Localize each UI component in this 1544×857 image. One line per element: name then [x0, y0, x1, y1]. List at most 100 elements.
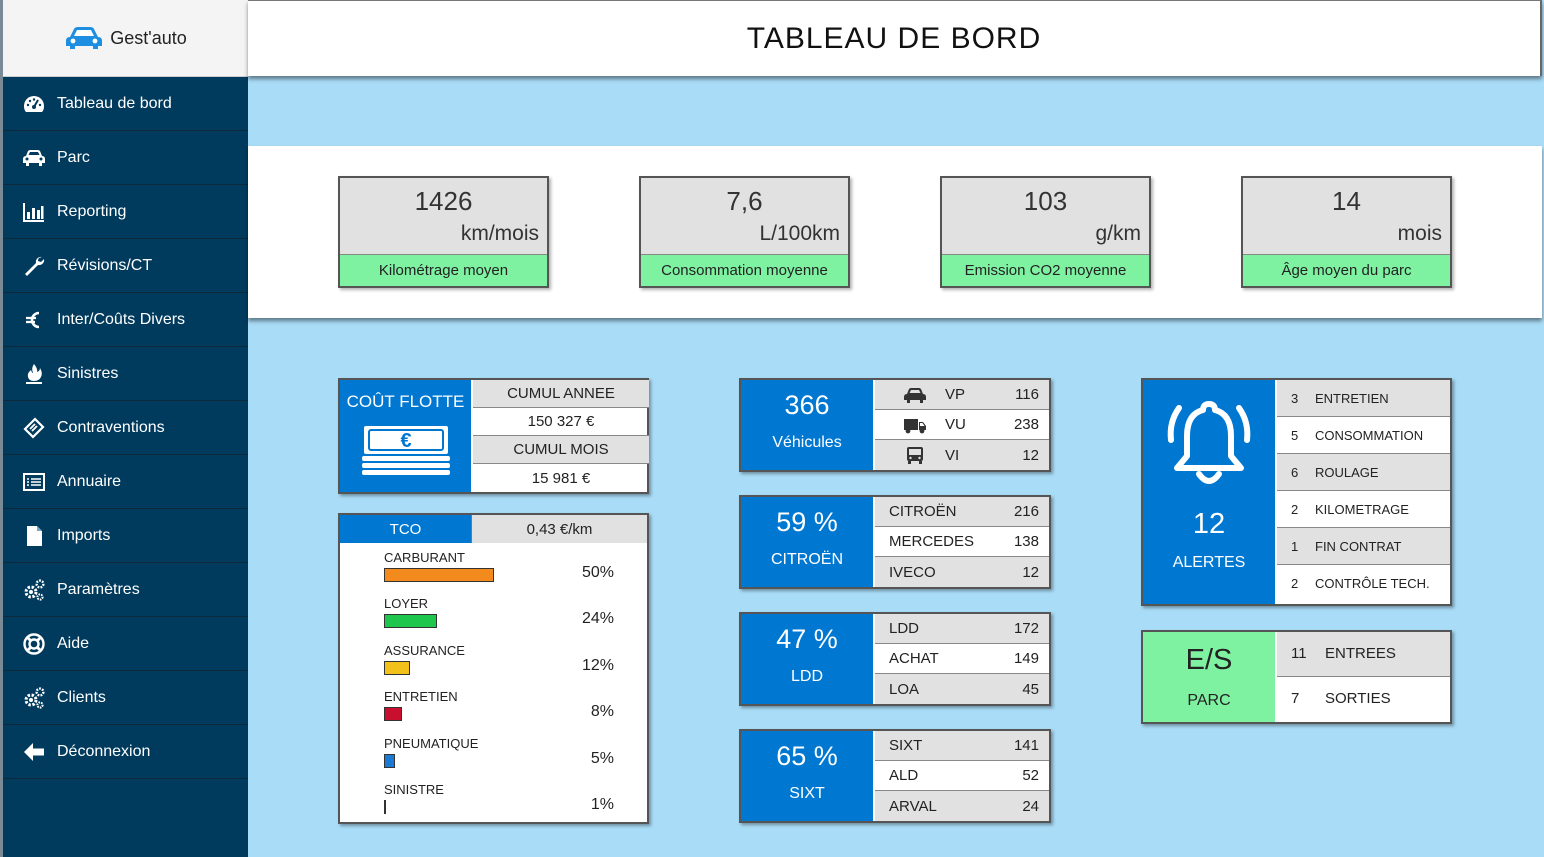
alert-row[interactable]: 3 ENTRETIEN	[1277, 380, 1450, 417]
sidebar-item-aide[interactable]: Aide	[3, 617, 248, 671]
brand-name: MERCEDES	[889, 533, 975, 550]
tco-card: TCO 0,43 €/km CARBURANT 50% LOYER 24% AS…	[338, 513, 649, 824]
list-icon	[21, 469, 47, 495]
brand-logo[interactable]: Gest'auto	[3, 0, 248, 77]
entries-exits-card: E/S PARC 11 ENTREES 7 SORTIES	[1141, 630, 1452, 724]
alert-row[interactable]: 5 CONSOMMATION	[1277, 417, 1450, 454]
wrench-icon	[21, 253, 47, 279]
brands-card: 59 % CITROËN CITROËN 216 MERCEDES 138 IV…	[739, 495, 1051, 589]
alert-name: ROULAGE	[1315, 465, 1379, 480]
brand-count: 216	[1013, 503, 1039, 520]
kpi-label: Âge moyen du parc	[1243, 254, 1450, 286]
sidebar-item-inter-couts-divers[interactable]: Inter/Coûts Divers	[3, 293, 248, 347]
brand-name: Gest'auto	[110, 27, 187, 48]
es-label: PARC	[1187, 692, 1231, 709]
kpi-label: Emission CO2 moyenne	[942, 254, 1149, 286]
vehicle-count: 12	[1022, 446, 1039, 464]
gears-icon	[21, 685, 47, 711]
svg-text:€: €	[400, 430, 411, 452]
dashboard-gauge-icon	[21, 91, 47, 117]
sidebar-item-label: Annuaire	[57, 472, 122, 490]
table-row: CITROËN 216	[875, 497, 1049, 527]
tco-item: LOYER 24%	[384, 596, 614, 640]
fleet-cost-card: COÛT FLOTTE € CUMUL ANNEE 150 327 € CUMU…	[338, 378, 649, 494]
contracts-card: 47 % LDD LDD 172 ACHAT 149 LOA 45	[739, 612, 1051, 706]
cost-year-label: CUMUL ANNEE	[473, 380, 649, 408]
sidebar-item-label: Déconnexion	[57, 742, 151, 760]
sidebar-item-revisions-ct[interactable]: Révisions/CT	[3, 239, 248, 293]
sidebar-item-reporting[interactable]: Reporting	[3, 185, 248, 239]
tco-item-pct: 1%	[590, 796, 614, 813]
sidebar-item-parametres[interactable]: Paramètres	[3, 563, 248, 617]
brand-name: CITROËN	[889, 503, 957, 520]
alert-count: 2	[1291, 576, 1299, 591]
contract-count: 149	[1013, 650, 1039, 667]
table-row: IVECO 12	[875, 557, 1049, 587]
contracts-label: LDD	[790, 668, 823, 685]
tco-item: SINISTRE 1%	[384, 782, 614, 826]
alert-count: 2	[1291, 502, 1299, 517]
alert-row[interactable]: 2 KILOMETRAGE	[1277, 491, 1450, 528]
sidebar-item-imports[interactable]: Imports	[3, 509, 248, 563]
es-count: 7	[1291, 690, 1300, 707]
lessors-card: 65 % SIXT SIXT 141 ALD 52 ARVAL 24	[739, 729, 1051, 823]
sidebar-item-sinistres[interactable]: Sinistres	[3, 347, 248, 401]
sidebar-item-parc[interactable]: Parc	[3, 131, 248, 185]
es-row[interactable]: 7 SORTIES	[1277, 677, 1450, 722]
kpi-unit: g/km	[1095, 222, 1141, 245]
brand-name: IVECO	[889, 563, 936, 581]
tco-item-name: PNEUMATIQUE	[384, 736, 479, 751]
bell-icon	[1167, 401, 1251, 484]
alert-row[interactable]: 2 CONTRÔLE TECH.	[1277, 565, 1450, 602]
lessor-name: SIXT	[889, 737, 923, 754]
fleet-cost-title: COÛT FLOTTE	[346, 392, 465, 411]
bus-icon	[907, 447, 923, 464]
euro-icon	[21, 307, 47, 333]
alert-name: ENTRETIEN	[1315, 391, 1389, 406]
kpi-unit: mois	[1397, 222, 1442, 245]
alert-row[interactable]: 1 FIN CONTRAT	[1277, 528, 1450, 565]
alerts-label: ALERTES	[1172, 554, 1246, 571]
vehicle-type: VP	[945, 386, 966, 403]
vehicles-label: Véhicules	[772, 434, 842, 451]
sidebar-item-label: Révisions/CT	[57, 256, 153, 274]
sidebar-item-contraventions[interactable]: Contraventions	[3, 401, 248, 455]
es-count: 11	[1291, 645, 1307, 662]
es-summary: E/S PARC	[1143, 632, 1275, 722]
tco-item-bar	[384, 568, 494, 582]
tco-item-bar	[384, 754, 395, 768]
vehicle-type: VU	[945, 416, 966, 433]
cost-month-value: 15 981 €	[531, 469, 591, 487]
brand-count: 138	[1013, 533, 1039, 550]
kpi-card-age-parc: 14 mois Âge moyen du parc	[1241, 176, 1452, 288]
van-icon	[904, 418, 926, 433]
kpi-label: Consommation moyenne	[641, 254, 848, 286]
kpi-band: 1426 km/mois Kilométrage moyen 7,6 L/100…	[248, 146, 1542, 318]
sidebar-item-deconnexion[interactable]: Déconnexion	[3, 725, 248, 779]
tco-item: ENTRETIEN 8%	[384, 689, 614, 733]
lessor-count: 52	[1022, 767, 1039, 784]
brands-label: CITROËN	[771, 551, 843, 568]
alerts-card: 12 ALERTES 3 ENTRETIEN 5 CONSOMMATION 6 …	[1141, 378, 1452, 606]
fire-icon	[21, 361, 47, 387]
tco-item-pct: 12%	[581, 657, 614, 674]
table-row: LDD 172	[875, 614, 1049, 644]
sidebar-item-clients[interactable]: Clients	[3, 671, 248, 725]
tco-item-name: ASSURANCE	[384, 643, 465, 658]
es-row[interactable]: 11 ENTREES	[1277, 632, 1450, 677]
vehicle-type: VI	[945, 446, 960, 464]
alert-row[interactable]: 6 ROULAGE	[1277, 454, 1450, 491]
lessors-label: SIXT	[789, 785, 825, 802]
sidebar-item-annuaire[interactable]: Annuaire	[3, 455, 248, 509]
tco-value: 0,43 €/km	[471, 515, 647, 543]
alert-name: FIN CONTRAT	[1315, 539, 1402, 554]
kpi-value: 1426	[414, 186, 473, 216]
table-row: VP 116	[875, 380, 1049, 410]
sidebar-item-tableau-de-bord[interactable]: Tableau de bord	[3, 77, 248, 131]
lessors-pct: 65 %	[776, 741, 838, 771]
table-row: LOA 45	[875, 674, 1049, 704]
sidebar-item-label: Aide	[57, 634, 90, 652]
vehicles-total: 366	[784, 390, 830, 420]
es-name: ENTREES	[1325, 645, 1396, 662]
lessor-name: ARVAL	[889, 797, 937, 815]
